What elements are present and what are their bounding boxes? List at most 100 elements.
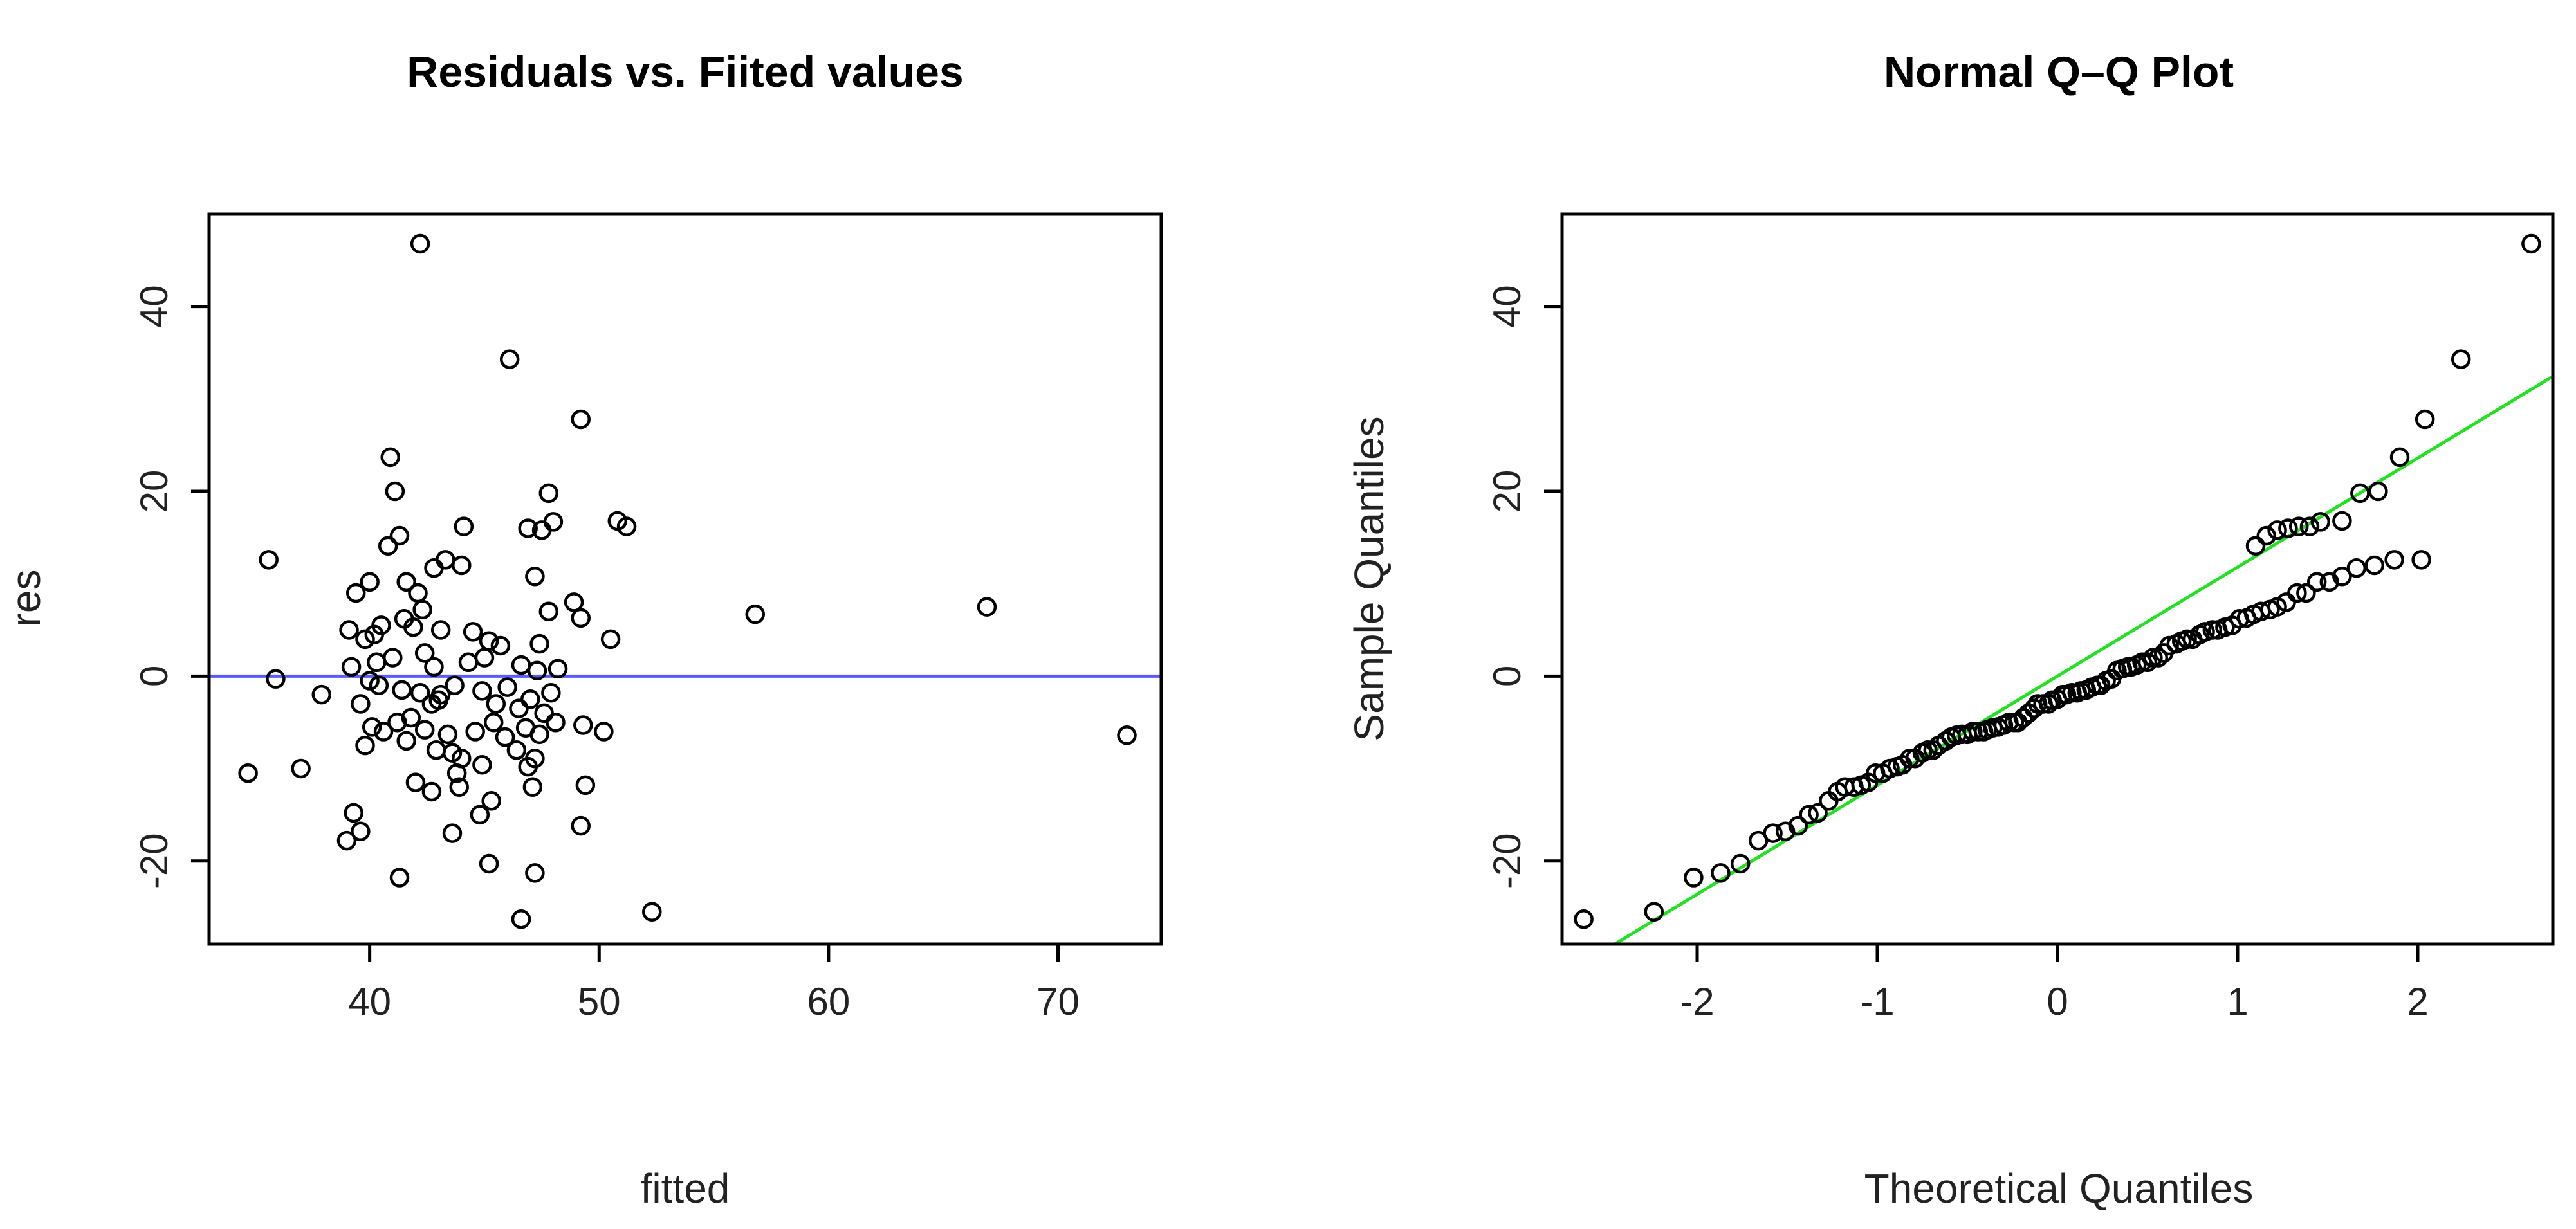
data-point <box>414 643 435 663</box>
data-point <box>446 763 467 783</box>
data-point <box>2143 648 2163 668</box>
data-point <box>408 583 428 603</box>
data-point <box>547 659 568 679</box>
data-point <box>412 599 432 620</box>
data-point <box>403 617 423 637</box>
data-point <box>367 652 387 673</box>
data-point <box>421 781 442 802</box>
data-point <box>1117 725 1137 745</box>
data-point <box>436 550 455 570</box>
data-point <box>424 558 444 578</box>
data-point <box>371 615 391 635</box>
data-point <box>445 675 465 695</box>
data-point <box>506 740 527 760</box>
data-point <box>1684 868 1704 888</box>
data-point <box>1711 863 1731 883</box>
data-point <box>977 597 997 617</box>
data-point <box>396 572 416 592</box>
x-axis-ticks: -2 -1 0 1 2 <box>1680 944 2429 1023</box>
data-point <box>1963 722 1983 742</box>
data-point <box>472 755 492 775</box>
data-point <box>369 675 389 695</box>
data-point <box>642 902 662 922</box>
qq-reference-line <box>1614 375 2554 946</box>
data-point <box>238 763 258 783</box>
data-point <box>543 512 564 532</box>
data-point <box>2368 481 2388 502</box>
data-point <box>594 722 614 742</box>
data-point <box>2137 652 2158 673</box>
plot-frame <box>207 212 1163 946</box>
data-point <box>538 601 559 622</box>
data-point <box>529 633 549 654</box>
y-tick-label: 0 <box>133 666 176 687</box>
data-point <box>385 481 405 502</box>
data-point <box>360 572 380 592</box>
x-tick-label: -1 <box>1860 980 1894 1023</box>
data-point <box>486 694 506 714</box>
data-point <box>341 657 362 677</box>
x-axis-ticks: 40 50 60 70 <box>348 944 1080 1023</box>
data-point <box>1763 823 1783 843</box>
data-point <box>2411 550 2431 570</box>
data-point <box>463 622 483 642</box>
y-tick-label: 40 <box>133 285 176 328</box>
data-point <box>362 717 382 737</box>
data-points <box>1574 233 2541 929</box>
data-point <box>2090 675 2111 695</box>
data-point <box>470 805 490 825</box>
data-point <box>336 830 357 851</box>
qq-panel: Normal Q–Q Plot Theoretical Quantiles Sa… <box>1346 48 2555 1212</box>
data-point <box>2202 620 2223 640</box>
data-point <box>458 652 479 673</box>
data-point <box>479 853 499 874</box>
y-axis-label: res <box>3 570 49 627</box>
data-point <box>571 608 591 628</box>
data-point <box>616 516 637 536</box>
data-point <box>573 715 593 735</box>
x-axis-label: Theoretical Quantiles <box>1864 1165 2254 1212</box>
data-point <box>311 684 331 705</box>
data-point <box>2389 447 2410 468</box>
data-point <box>2267 520 2287 540</box>
data-point <box>266 669 286 689</box>
chart-title: Residuals vs. Fiited values <box>407 48 963 96</box>
data-point <box>564 592 584 612</box>
data-point <box>410 682 430 703</box>
data-point <box>2332 566 2352 587</box>
data-point <box>291 758 311 779</box>
data-point <box>355 735 375 756</box>
plot-frame <box>1560 212 2555 946</box>
data-point <box>527 660 547 680</box>
data-point <box>428 690 448 710</box>
data-point <box>2384 550 2404 570</box>
data-point <box>2296 583 2316 603</box>
data-point <box>2451 349 2471 369</box>
data-point <box>383 648 403 668</box>
data-point <box>472 681 492 701</box>
data-point <box>339 620 359 640</box>
data-point <box>344 803 363 823</box>
data-point <box>360 671 380 691</box>
y-tick-label: -20 <box>133 833 176 889</box>
data-point <box>389 868 410 888</box>
data-point <box>481 791 501 811</box>
data-point <box>2332 511 2352 531</box>
data-point <box>449 777 469 797</box>
data-point <box>355 629 375 650</box>
data-point <box>259 550 279 570</box>
data-point <box>378 536 398 556</box>
x-tick-label: 0 <box>2047 980 2068 1023</box>
data-point <box>2364 555 2385 576</box>
data-point <box>442 823 463 843</box>
data-point <box>2346 558 2367 578</box>
data-point <box>2310 512 2331 532</box>
data-point <box>2062 682 2082 703</box>
data-point <box>405 772 426 792</box>
data-point <box>392 680 412 700</box>
residuals-panel: Residuals vs. Fiited values fitted res 4… <box>3 48 1163 1212</box>
data-point <box>426 740 446 760</box>
data-point <box>511 909 531 929</box>
data-point <box>546 712 566 733</box>
data-point <box>531 520 552 540</box>
